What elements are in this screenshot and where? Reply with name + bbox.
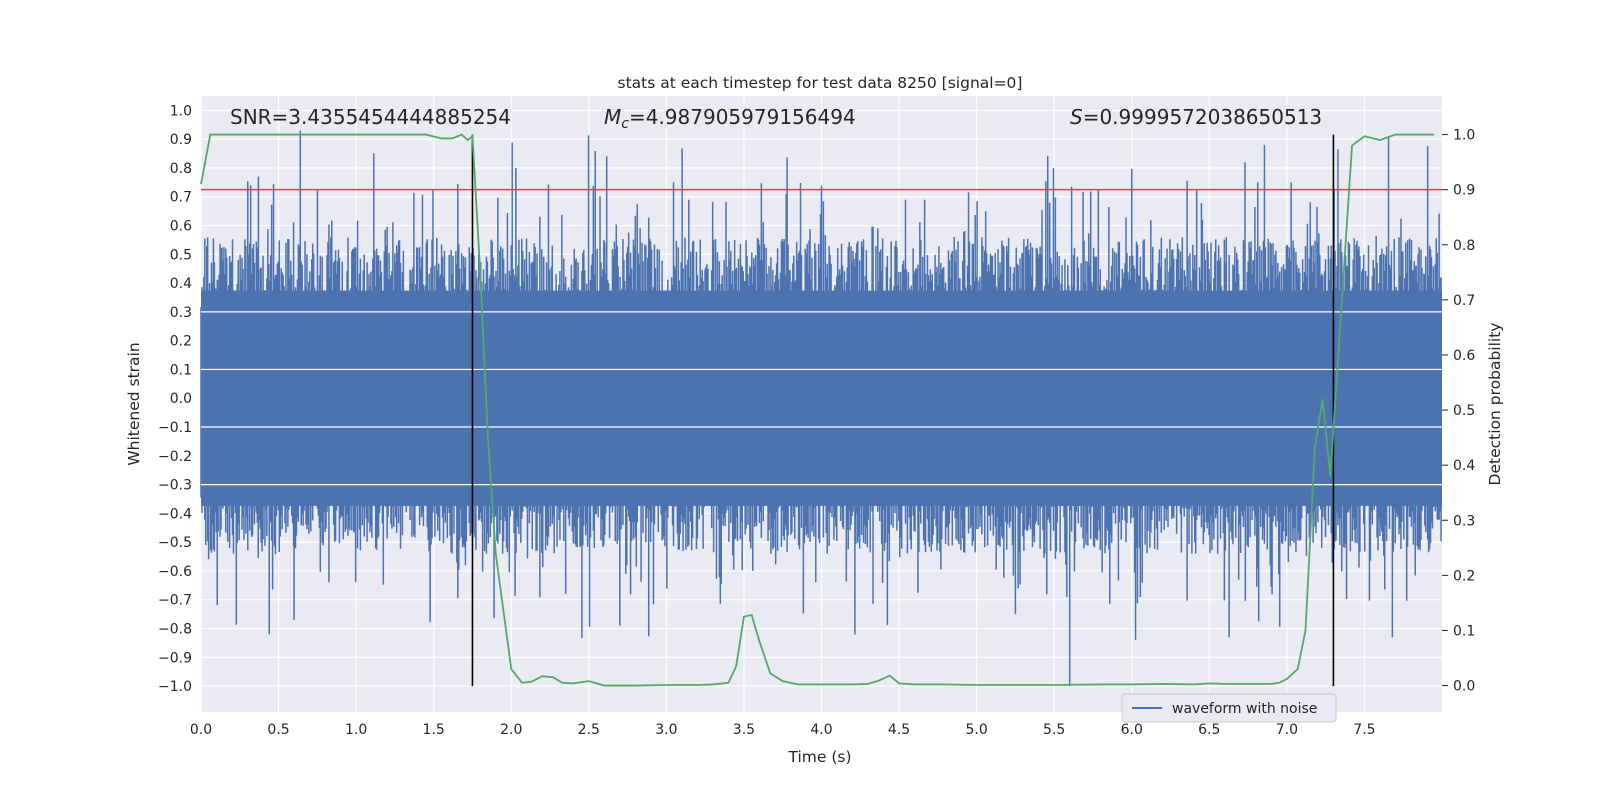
y2-tick-label: 0.1 (1453, 623, 1475, 639)
x-axis-label: Time (s) (787, 748, 851, 766)
y2-tick-label: 1.0 (1453, 128, 1475, 144)
waveform-series (200, 130, 1442, 687)
chart-title: stats at each timestep for test data 825… (618, 74, 1023, 92)
s-value: =0.9999572038650513 (1083, 105, 1322, 129)
x-tick-label: 0.5 (267, 722, 289, 738)
y-tick-label: 0.5 (170, 247, 192, 263)
y-tick-label: −0.5 (158, 535, 192, 551)
x-tick-label: 1.5 (423, 722, 445, 738)
x-tick-label: 1.0 (345, 722, 367, 738)
vertical-markers (471, 134, 1335, 687)
x-tick-label: 5.5 (1043, 722, 1065, 738)
y-tick-label: −0.2 (158, 449, 192, 465)
x-tick-label: 7.5 (1353, 722, 1375, 738)
x-tick-label: 4.5 (888, 722, 910, 738)
y-tick-label: 0.4 (170, 276, 192, 292)
y-tick-label: −0.3 (158, 478, 192, 494)
y2-tick-label: 0.6 (1453, 348, 1475, 364)
y2-tick-label: 0.0 (1453, 679, 1475, 695)
x-tick-label: 2.0 (500, 722, 522, 738)
x-tick-label: 7.0 (1276, 722, 1298, 738)
x-tick-label: 0.0 (190, 722, 212, 738)
chirp-mass-annotation: Mc=4.987905979156494 (604, 105, 856, 132)
grid-overlay (201, 311, 1442, 486)
y-tick-label: −0.8 (158, 622, 192, 638)
x-tick-label: 5.0 (965, 722, 987, 738)
x-tick-label: 3.0 (655, 722, 677, 738)
y-tick-label: 0.7 (170, 190, 192, 206)
snr-annotation: SNR=3.4355454444885254 (230, 105, 511, 129)
y2-axis-ticks: 1.0 0.9 0.8 0.7 0.6 0.5 0.4 0.3 0.2 0.1 0.0 (1442, 128, 1475, 695)
x-tick-label: 2.5 (578, 722, 600, 738)
y-tick-label: 0.8 (170, 161, 192, 177)
y-tick-label: 1.0 (170, 103, 192, 119)
y-tick-label: 0.1 (170, 362, 192, 378)
y2-tick-label: 0.3 (1453, 513, 1475, 529)
x-tick-label: 3.5 (733, 722, 755, 738)
y-tick-label: −0.6 (158, 564, 192, 580)
y-axis-label: Whitened strain (125, 342, 143, 465)
probability-line (200, 133, 1435, 687)
y2-tick-label: 0.9 (1453, 183, 1475, 199)
legend: waveform with noise (1121, 693, 1337, 723)
s-annotation: S=0.9999572038650513 (1070, 105, 1322, 129)
s-symbol: S (1070, 105, 1083, 129)
x-axis-ticks: 0.0 0.5 1.0 1.5 2.0 2.5 3.0 3.5 4.0 4.5 5.0 5.5 6.0 6… (190, 722, 1376, 738)
y-tick-label: −0.7 (158, 593, 192, 609)
y2-tick-label: 0.4 (1453, 458, 1475, 474)
y2-axis-label: Detection probability (1486, 323, 1504, 486)
y-tick-label: −0.9 (158, 650, 192, 666)
y-tick-label: −1.0 (158, 679, 192, 695)
chirp-mass-subscript: c (621, 116, 629, 132)
y-axis-ticks: 1.0 0.9 0.8 0.7 0.6 0.5 0.4 0.3 0.2 0.1 0.0 −0.1 −0.… (158, 103, 192, 695)
waveform-trace (200, 130, 1442, 687)
y-tick-label: 0.9 (170, 132, 192, 148)
y-tick-label: 0.0 (170, 391, 192, 407)
legend-box (1121, 693, 1337, 723)
y2-tick-label: 0.7 (1453, 293, 1475, 309)
y-tick-label: 0.3 (170, 305, 192, 321)
y-tick-label: −0.1 (158, 420, 192, 436)
x-tick-label: 6.0 (1121, 722, 1143, 738)
x-tick-label: 4.0 (810, 722, 832, 738)
y2-tick-label: 0.2 (1453, 568, 1475, 584)
y-tick-label: 0.2 (170, 334, 192, 350)
chirp-mass-value: =4.987905979156494 (629, 105, 856, 129)
y-tick-label: 0.6 (170, 219, 192, 235)
y2-tick-label: 0.8 (1453, 238, 1475, 254)
chirp-mass-symbol: M (604, 105, 621, 129)
x-tick-label: 6.5 (1198, 722, 1220, 738)
y-tick-label: −0.4 (158, 506, 192, 522)
y2-tick-label: 0.5 (1453, 403, 1475, 419)
legend-label: waveform with noise (1172, 701, 1317, 717)
